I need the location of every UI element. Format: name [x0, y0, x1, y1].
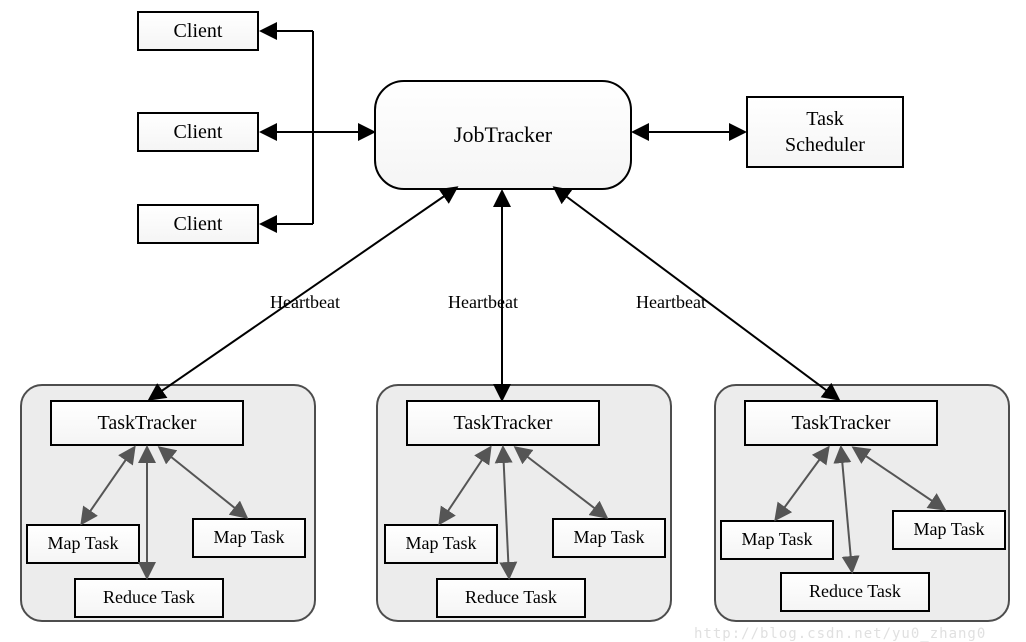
client-node-3: Client	[137, 204, 259, 244]
client-label: Client	[174, 211, 223, 237]
map-task-node: Map Task	[720, 520, 834, 560]
map-task-node: Map Task	[192, 518, 306, 558]
jobtracker-label: JobTracker	[454, 121, 552, 150]
task-scheduler-label: Task Scheduler	[785, 106, 865, 158]
heartbeat-label-2: Heartbeat	[448, 292, 518, 313]
tasktracker-label: TaskTracker	[454, 410, 553, 436]
reduce-task-label: Reduce Task	[809, 580, 901, 603]
jobtracker-node: JobTracker	[374, 80, 632, 190]
map-task-node: Map Task	[26, 524, 140, 564]
map-task-node: Map Task	[384, 524, 498, 564]
map-task-label: Map Task	[48, 532, 119, 555]
tasktracker-node-2: TaskTracker	[406, 400, 600, 446]
map-task-node: Map Task	[552, 518, 666, 558]
heartbeat-label-3: Heartbeat	[636, 292, 706, 313]
reduce-task-node: Reduce Task	[74, 578, 224, 618]
map-task-label: Map Task	[406, 532, 477, 555]
reduce-task-node: Reduce Task	[780, 572, 930, 612]
reduce-task-node: Reduce Task	[436, 578, 586, 618]
tasktracker-node-1: TaskTracker	[50, 400, 244, 446]
reduce-task-label: Reduce Task	[465, 586, 557, 609]
map-task-label: Map Task	[214, 526, 285, 549]
tasktracker-label: TaskTracker	[98, 410, 197, 436]
map-task-label: Map Task	[574, 526, 645, 549]
task-scheduler-node: Task Scheduler	[746, 96, 904, 168]
client-label: Client	[174, 119, 223, 145]
client-label: Client	[174, 18, 223, 44]
tasktracker-label: TaskTracker	[792, 410, 891, 436]
map-task-label: Map Task	[914, 518, 985, 541]
client-node-1: Client	[137, 11, 259, 51]
watermark-text: http://blog.csdn.net/yu0_zhang0	[694, 626, 986, 642]
reduce-task-label: Reduce Task	[103, 586, 195, 609]
client-node-2: Client	[137, 112, 259, 152]
map-task-label: Map Task	[742, 528, 813, 551]
map-task-node: Map Task	[892, 510, 1006, 550]
heartbeat-label-1: Heartbeat	[270, 292, 340, 313]
tasktracker-node-3: TaskTracker	[744, 400, 938, 446]
